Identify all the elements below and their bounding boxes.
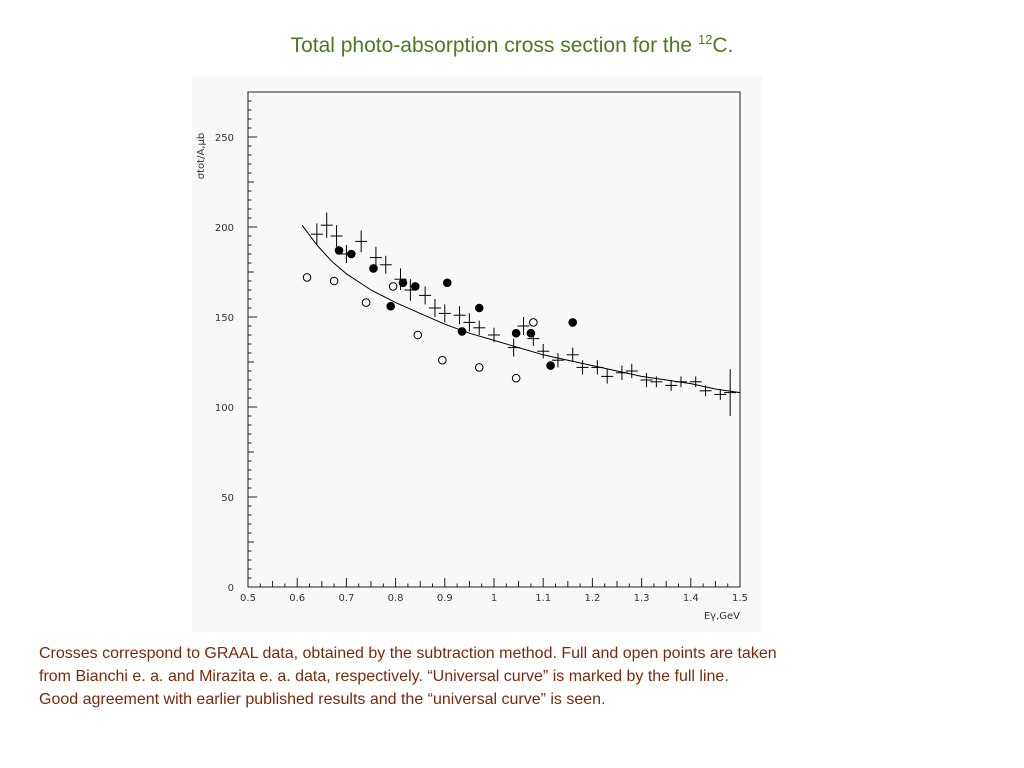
x-tick-label: 0.7	[338, 593, 354, 604]
title-prefix: Total photo-absorption cross section for…	[290, 34, 698, 57]
mirazita-open-point	[438, 355, 447, 365]
x-tick-label: 0.5	[240, 593, 256, 604]
graal-cross-point	[438, 304, 451, 323]
graal-cross-point	[463, 313, 476, 332]
x-axis-label: Eγ,GeV	[704, 611, 740, 622]
graal-cross-point	[665, 380, 678, 391]
graal-cross-point	[601, 369, 614, 384]
graal-cross-point	[379, 255, 392, 274]
y-tick-label: 150	[215, 313, 234, 324]
caption-line-1: Crosses correspond to GRAAL data, obtain…	[39, 645, 777, 662]
graal-cross-point	[428, 299, 441, 317]
graal-cross-point	[576, 360, 589, 375]
graal-cross-point	[453, 306, 466, 325]
y-tick-label: 100	[215, 403, 234, 414]
slide-title: Total photo-absorption cross section for…	[0, 32, 1024, 58]
bianchi-filled-point	[369, 264, 378, 273]
graal-cross-point	[320, 212, 333, 238]
y-tick-label: 200	[215, 223, 234, 234]
x-tick-label: 1.5	[732, 593, 748, 604]
y-axis-label: σtot/A,μb	[196, 133, 207, 179]
caption: Crosses correspond to GRAAL data, obtain…	[39, 642, 999, 711]
caption-line-2: from Bianchi e. a. and Mirazita e. a. da…	[39, 668, 729, 685]
bianchi-filled-point	[442, 278, 452, 288]
title-superscript: 12	[697, 32, 713, 47]
bianchi-filled-point	[410, 282, 420, 291]
mirazita-open-point	[474, 363, 484, 372]
chart-svg: 0.5 0.6 0.7 0.8 0.9 1 1.1 1.2 1.3 1.4 1.5 0 50 100 150…	[196, 91, 748, 622]
bianchi-filled-point	[568, 318, 578, 327]
bianchi-filled-point	[398, 278, 408, 288]
graal-cross-point	[473, 320, 486, 335]
x-tick-label: 1.2	[584, 593, 600, 604]
universal-curve-line	[301, 224, 741, 394]
mirazita-open-point	[511, 373, 521, 383]
graal-cross-point	[355, 230, 368, 253]
graal-cross-point	[330, 225, 343, 247]
mirazita-open-point	[329, 276, 339, 286]
graal-cross-point	[714, 389, 727, 400]
mirazita-open-point	[529, 318, 538, 327]
graal-cross-point	[488, 327, 500, 343]
x-tick-label: 0.6	[289, 593, 305, 604]
bianchi-filled-point	[474, 303, 484, 313]
x-tick-label: 1.1	[535, 593, 551, 604]
graal-cross-point	[640, 372, 653, 388]
y-tick-label: 250	[215, 133, 234, 144]
y-tick-label: 0	[228, 583, 234, 594]
bianchi-filled-point	[386, 301, 395, 311]
bianchi-filled-point	[511, 328, 521, 338]
x-tick-label: 1.3	[634, 593, 650, 604]
graal-cross-point	[537, 344, 550, 359]
caption-line-3: Good agreement with earlier published re…	[39, 691, 606, 708]
mirazita-open-point	[302, 273, 312, 282]
graal-cross-point	[724, 369, 737, 416]
x-tick-label: 1	[491, 593, 497, 604]
title-suffix: C.	[712, 34, 734, 57]
bianchi-filled-point	[526, 328, 536, 338]
graal-cross-point	[566, 347, 579, 362]
bianchi-filled-point	[347, 249, 356, 259]
graal-cross-point	[689, 376, 702, 388]
x-tick-label: 0.8	[388, 593, 404, 604]
mirazita-open-point	[413, 330, 423, 340]
cross-section-chart: 0.5 0.6 0.7 0.8 0.9 1 1.1 1.2 1.3 1.4 1.5 0 50 100 150…	[192, 76, 762, 632]
graal-cross-point	[369, 246, 382, 269]
graal-cross-point	[419, 286, 432, 305]
bianchi-filled-point	[546, 361, 555, 370]
y-tick-label: 50	[221, 493, 234, 504]
bianchi-filled-point	[334, 246, 344, 255]
graal-cross-point	[551, 353, 564, 368]
graal-cross-point	[517, 317, 530, 335]
mirazita-open-point	[361, 298, 371, 307]
x-tick-label: 0.9	[437, 593, 453, 604]
x-tick-label: 1.4	[683, 593, 699, 604]
graal-cross-point	[625, 363, 638, 379]
mirazita-open-point	[388, 282, 398, 291]
graal-cross-point	[310, 223, 323, 245]
